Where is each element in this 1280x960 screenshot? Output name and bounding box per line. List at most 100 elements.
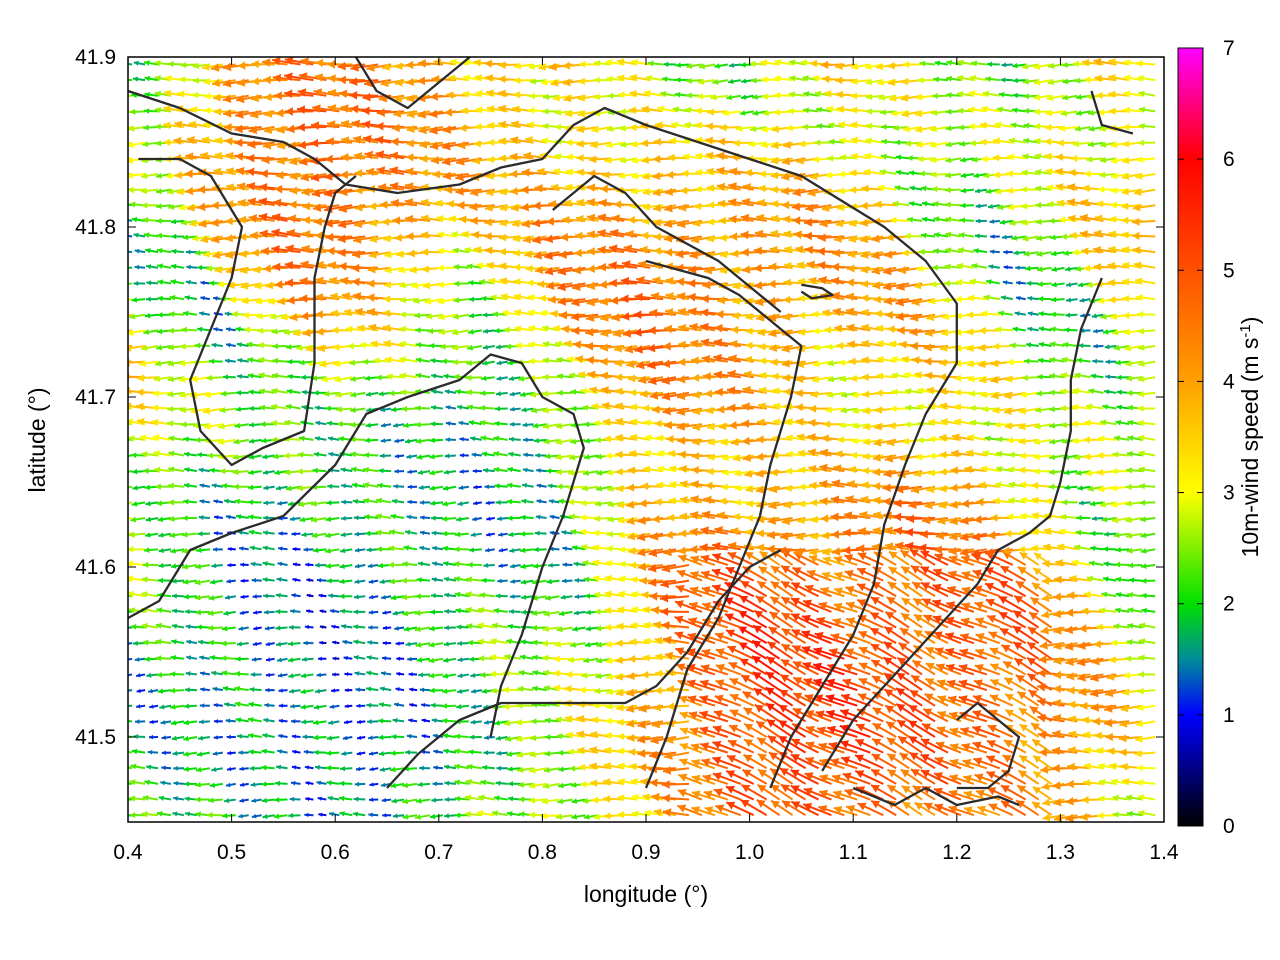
wind-vector [496,360,508,366]
wind-vector [949,774,975,785]
wind-vector [584,593,599,599]
wind-vector [546,578,560,585]
wind-vector [136,388,159,397]
wind-vector [1015,674,1040,691]
wind-vector [945,616,975,629]
wind-vector [661,793,690,803]
x-tick-label: 0.6 [321,841,350,864]
wind-vector [312,719,327,726]
wind-vector [143,328,159,335]
wind-vector [987,61,1000,67]
wind-vector [702,774,729,785]
wind-vector [401,561,418,568]
wind-vector [1019,739,1040,754]
wind-vector [145,264,159,270]
wind-vector [144,312,159,319]
wind-vector [661,780,690,789]
wind-vector [443,641,457,647]
wind-vector [756,543,780,552]
wind-vector [659,593,690,603]
wind-vector [911,659,936,676]
wind-vector [392,813,405,819]
wind-vector [329,608,340,614]
wind-vector [1033,453,1052,461]
wind-vector [315,420,327,426]
wind-vector [367,735,379,741]
wind-vector [406,733,418,739]
wind-vector [327,436,340,442]
wind-vector [1064,484,1078,491]
wind-vector [1020,202,1039,210]
wind-vector [1112,811,1130,818]
wind-vector [128,704,133,707]
wind-vector [507,466,521,473]
wind-vector [549,514,560,520]
wind-vector [1102,546,1117,552]
wind-vector [542,782,560,790]
wind-vector [262,561,275,567]
wind-vector [507,766,521,772]
wind-vector [442,485,457,491]
wind-vector [445,421,457,426]
wind-vector [949,743,975,754]
wind-vector [182,310,198,317]
wind-vector [290,703,301,709]
wind-vector [617,794,638,802]
wind-vector [473,485,482,490]
wind-vector [1125,655,1143,662]
wind-vector [742,753,768,770]
wind-vector [291,719,301,724]
wind-vector [1013,657,1040,676]
wind-vector [633,310,664,319]
wind-vector [443,469,457,475]
wind-vector [662,635,690,645]
wind-vector [179,76,197,83]
wind-vector [1071,403,1091,411]
wind-vector [1018,707,1040,723]
wind-vector [272,357,288,364]
wind-vector [636,735,664,744]
colorbar-label-end: ) [1237,317,1263,325]
wind-vector [1031,801,1053,817]
wind-vector [292,547,301,552]
wind-vector [616,704,638,712]
wind-vector [141,622,159,630]
wind-vector [1004,693,1027,707]
wind-vector [128,266,133,269]
wind-vector [1002,754,1027,770]
wind-vector [415,641,431,648]
wind-vector [466,623,482,630]
wind-vector [649,778,677,788]
wind-vector [430,358,444,364]
wind-vector [654,636,677,645]
wind-vector [128,532,133,535]
wind-vector [378,734,392,741]
wind-vector [146,672,159,678]
wind-vector [925,662,949,676]
wind-vector [251,577,262,583]
wind-vector [209,579,223,585]
wind-vector [168,515,185,522]
wind-vector [906,514,936,524]
wind-vector [874,309,897,318]
wind-vector [304,624,314,630]
wind-vector [392,216,418,225]
wind-vector [1135,720,1156,728]
wind-vector [715,663,742,676]
wind-vector [353,655,366,661]
wind-vector [508,781,521,787]
wind-vector [895,671,923,691]
wind-vector [716,405,741,414]
wind-vector [213,702,223,708]
wind-vector [1090,373,1104,379]
wind-vector [297,140,327,150]
wind-vector [735,125,754,132]
wind-vector [252,594,262,599]
wind-vector [468,547,482,553]
wind-vector [1006,186,1026,195]
wind-vector [1032,785,1053,801]
x-axis-label: longitude (°) [584,881,708,907]
wind-vector [874,200,897,209]
wind-vector [318,593,327,598]
wind-vector [933,772,962,785]
